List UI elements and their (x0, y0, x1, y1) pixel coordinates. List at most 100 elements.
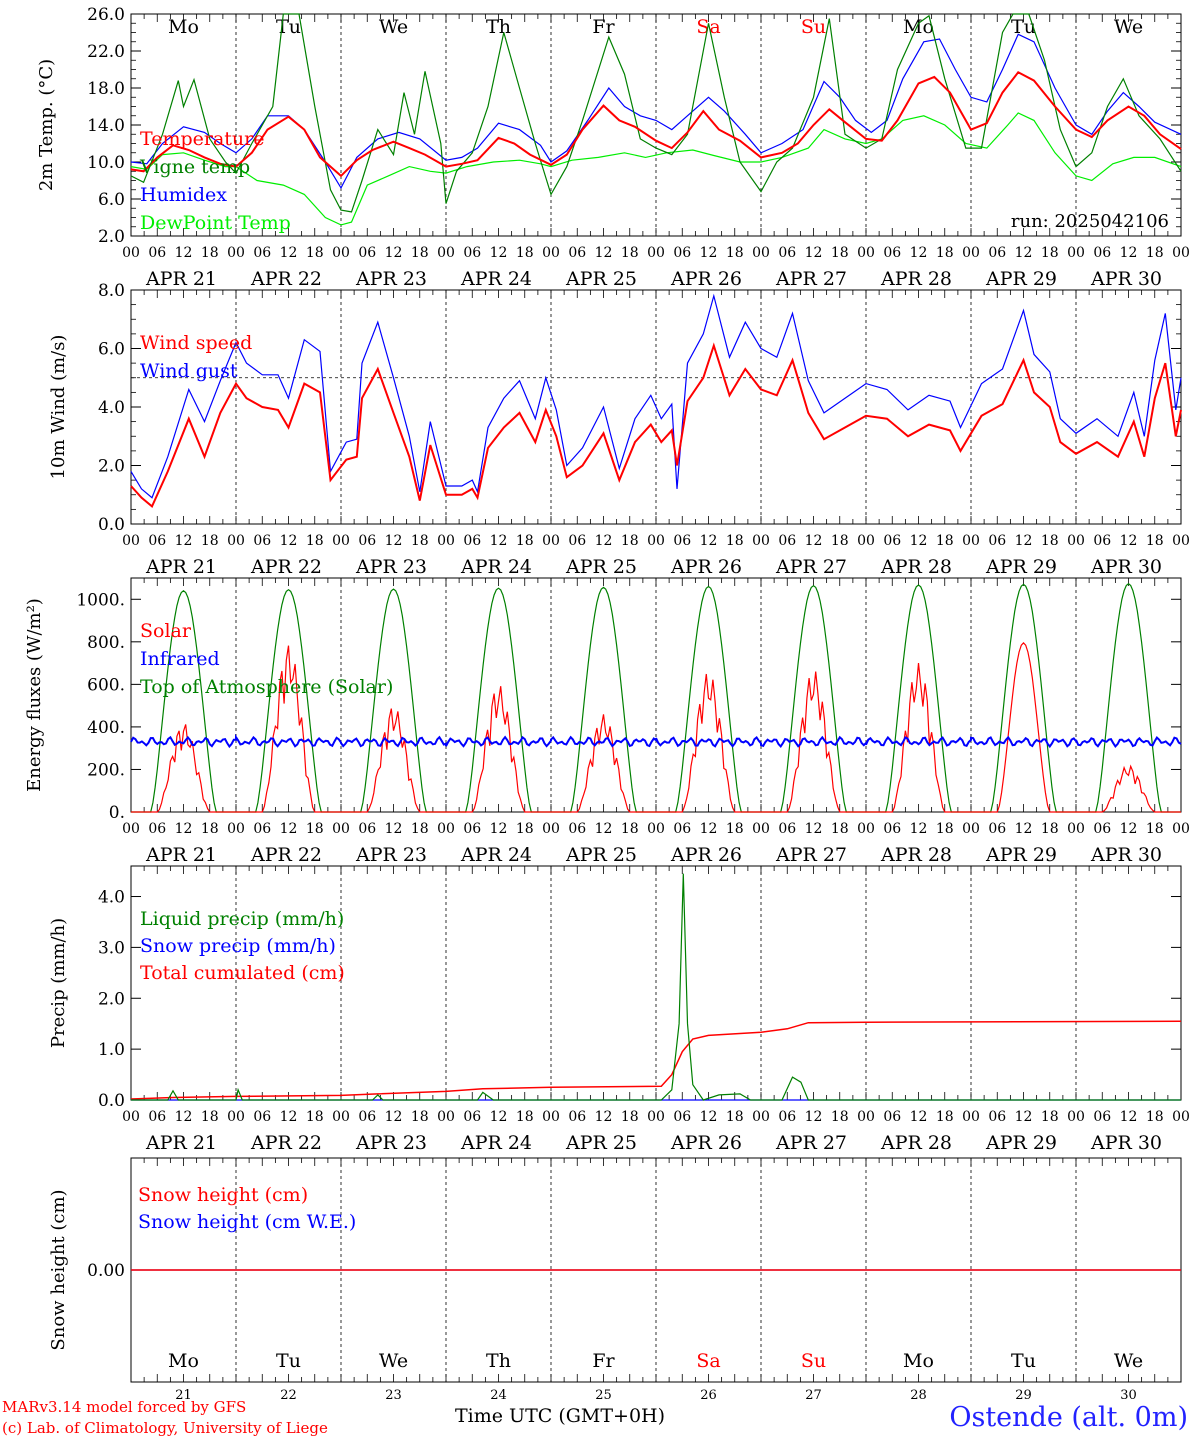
hour-tick-label: 12 (175, 1109, 193, 1125)
hour-tick-label: 00 (332, 245, 350, 261)
y-tick-label: 1000. (76, 590, 125, 610)
day-number-label: 21 (175, 1388, 192, 1403)
hour-tick-label: 00 (857, 821, 875, 837)
hour-tick-label: 00 (437, 533, 455, 549)
hour-tick-label: 12 (910, 821, 928, 837)
hour-tick-label: 12 (1120, 533, 1138, 549)
weekday-label: Tu (1011, 16, 1036, 38)
hour-tick-label: 18 (621, 1109, 639, 1125)
hour-tick-label: 06 (253, 821, 271, 837)
hour-tick-label: 18 (201, 821, 219, 837)
day-number-label: 28 (910, 1388, 927, 1403)
hour-tick-label: 00 (542, 533, 560, 549)
date-label: APR 24 (460, 268, 532, 290)
hour-tick-label: 12 (595, 245, 613, 261)
series-line (131, 642, 1181, 813)
date-label: APR 25 (565, 268, 637, 290)
weekday-label: Tu (1011, 1350, 1036, 1372)
date-label: APR 21 (145, 844, 217, 866)
hour-tick-label: 18 (831, 821, 849, 837)
hour-tick-label: 00 (542, 1109, 560, 1125)
hour-tick-label: 18 (726, 821, 744, 837)
legend-entry: Vigne temp (139, 156, 250, 178)
hour-tick-label: 06 (358, 1109, 376, 1125)
date-label: APR 22 (250, 1132, 322, 1154)
y-tick-label: 400. (87, 718, 125, 738)
date-label: APR 22 (250, 268, 322, 290)
hour-tick-label: 12 (595, 1109, 613, 1125)
date-label: APR 21 (145, 556, 217, 578)
y-tick-label: 0.0 (98, 1091, 125, 1111)
hour-tick-label: 06 (988, 1109, 1006, 1125)
hour-tick-label: 12 (700, 1109, 718, 1125)
hour-tick-label: 00 (1067, 1109, 1085, 1125)
series-line (130, 293, 1182, 499)
date-label: APR 23 (355, 844, 427, 866)
hour-tick-label: 18 (516, 533, 534, 549)
date-label: APR 29 (985, 844, 1057, 866)
legend-entry: Humidex (140, 184, 227, 206)
hour-tick-label: 00 (1067, 533, 1085, 549)
hour-tick-label: 06 (463, 533, 481, 549)
hour-tick-label: 06 (1093, 533, 1111, 549)
hour-tick-label: 12 (805, 1109, 823, 1125)
y-tick-label: 200. (87, 760, 125, 780)
hour-tick-label: 12 (805, 821, 823, 837)
date-label: APR 23 (355, 268, 427, 290)
hour-tick-label: 00 (1172, 533, 1190, 549)
hour-tick-label: 12 (490, 245, 508, 261)
date-label: APR 29 (985, 556, 1057, 578)
hour-tick-label: 00 (647, 1109, 665, 1125)
y-tick-label: 6.0 (98, 340, 125, 360)
y-tick-label: 4.0 (98, 398, 125, 418)
date-label: APR 26 (670, 268, 742, 290)
hour-tick-label: 18 (1041, 533, 1059, 549)
hour-tick-label: 00 (542, 245, 560, 261)
hour-tick-label: 18 (306, 533, 324, 549)
hour-tick-label: 00 (857, 533, 875, 549)
hour-tick-label: 12 (385, 1109, 403, 1125)
hour-tick-label: 00 (1067, 245, 1085, 261)
weekday-label: Th (486, 1350, 511, 1372)
series-line (130, 13, 1182, 213)
hour-tick-label: 18 (1146, 533, 1164, 549)
hour-tick-label: 12 (280, 821, 298, 837)
y-tick-label: 26.0 (87, 5, 125, 25)
weekday-label: We (1114, 1350, 1143, 1372)
y-tick-label: 600. (87, 675, 125, 695)
hour-tick-label: 00 (752, 1109, 770, 1125)
hour-tick-label: 12 (700, 821, 718, 837)
hour-tick-label: 18 (306, 1109, 324, 1125)
y-tick-label: 6.0 (98, 190, 125, 210)
legend-entry: Total cumulated (cm) (140, 962, 345, 984)
hour-tick-label: 18 (726, 1109, 744, 1125)
legend-entry: Wind gust (140, 360, 238, 382)
date-label: APR 29 (985, 268, 1057, 290)
weekday-label: Mo (903, 1350, 934, 1372)
date-label: APR 21 (145, 268, 217, 290)
date-label: APR 21 (145, 1132, 217, 1154)
hour-tick-label: 18 (411, 245, 429, 261)
hour-tick-label: 06 (778, 1109, 796, 1125)
y-tick-label: 2.0 (98, 227, 125, 247)
y-tick-label: 2.0 (98, 457, 125, 477)
hour-tick-label: 06 (463, 245, 481, 261)
hour-tick-label: 18 (411, 533, 429, 549)
hour-tick-label: 18 (1146, 1109, 1164, 1125)
weekday-label: Mo (168, 1350, 199, 1372)
weekday-label: Sa (696, 16, 720, 38)
weekday-label: We (379, 16, 408, 38)
hour-tick-label: 18 (1041, 245, 1059, 261)
day-number-label: 23 (385, 1388, 402, 1403)
date-label: APR 28 (880, 844, 952, 866)
hour-tick-label: 18 (516, 821, 534, 837)
hour-tick-label: 18 (1146, 821, 1164, 837)
hour-tick-label: 00 (857, 1109, 875, 1125)
hour-tick-label: 06 (148, 1109, 166, 1125)
legend-entry: Snow height (cm W.E.) (138, 1211, 356, 1233)
legend-entry: Snow height (cm) (138, 1184, 308, 1206)
hour-tick-label: 18 (621, 533, 639, 549)
hour-tick-label: 00 (437, 821, 455, 837)
hour-tick-label: 12 (280, 245, 298, 261)
